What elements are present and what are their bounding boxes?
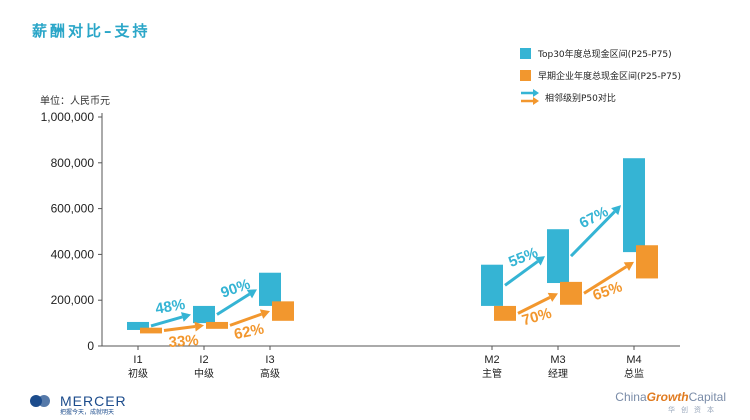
legend-label-early: 早期企业年度总现金区间(P25-P75)	[538, 71, 682, 82]
x-tick-sublabel: 高级	[260, 367, 280, 380]
bar-top30	[547, 229, 569, 284]
legend-item-arrow: 相邻级别P50对比	[520, 86, 745, 108]
arrowhead-early	[623, 261, 634, 271]
x-tick-label: I3	[265, 354, 274, 366]
cgc-logo-prefix: China	[615, 390, 647, 404]
x-tick-sublabel: 中级	[194, 367, 214, 380]
page-title: 薪酬对比–支持	[32, 22, 151, 40]
cgc-logo-suffix: Capital	[688, 390, 726, 404]
arrow-early	[517, 296, 551, 315]
x-tick-label: I2	[199, 354, 208, 366]
legend-swatch-early	[520, 69, 531, 81]
legend-item-early: 早期企业年度总现金区间(P25-P75)	[520, 64, 745, 86]
arrow-early	[229, 312, 263, 327]
arrowhead-top30	[180, 312, 191, 322]
x-tick-label: M4	[626, 354, 641, 366]
arrow-label: 62%	[233, 320, 266, 343]
x-tick-sublabel: 经理	[548, 367, 568, 380]
arrow-label: 33%	[168, 332, 199, 351]
x-tick-sublabel: 总监	[624, 367, 644, 380]
bar-early	[140, 327, 162, 334]
arrowhead-top30	[534, 256, 545, 266]
x-tick-label: M3	[550, 354, 565, 366]
unit-label: 单位：人民币元	[40, 96, 110, 107]
arrow-label: 90%	[219, 276, 253, 302]
bar-top30	[481, 264, 503, 306]
arrowhead-top30	[246, 289, 257, 299]
arrow-top30	[504, 260, 539, 287]
legend-swatch-top30	[520, 47, 531, 59]
arrow-early	[163, 325, 196, 333]
bar-early	[272, 301, 294, 321]
arrow-label: 67%	[577, 203, 611, 232]
mercer-logo-text: MERCER	[60, 393, 127, 409]
bar-top30	[623, 158, 645, 253]
bar-top30	[193, 305, 215, 324]
cgc-logo-sub: 华创资本	[668, 406, 720, 414]
x-tick-sublabel: 主管	[482, 367, 502, 380]
legend-arrows-icon	[521, 89, 539, 105]
legend-label-arrow: 相邻级别P50对比	[545, 93, 616, 104]
bar-top30	[127, 321, 149, 330]
legend-label-top30: Top30年度总现金区间(P25-P75)	[538, 49, 672, 60]
bar-early	[206, 321, 228, 329]
arrow-label: 55%	[506, 244, 540, 271]
x-tick-label: M2	[484, 354, 499, 366]
bar-early	[636, 245, 658, 279]
arrowhead-top30	[611, 205, 621, 216]
mercer-tagline: 把握今天，成就明天	[60, 409, 115, 416]
y-tick-label: 1,000,000	[41, 110, 95, 124]
arrow-top30	[216, 292, 251, 316]
cgc-logo: ChinaGrowthCapital	[615, 390, 726, 404]
y-tick-label: 600,000	[51, 202, 95, 216]
x-tick-label: I1	[133, 354, 142, 366]
bar-early	[494, 305, 516, 321]
cgc-logo-mid: Growth	[646, 390, 689, 404]
arrowhead-early	[194, 321, 204, 332]
arrow-early	[583, 265, 628, 295]
y-tick-label: 0	[87, 339, 94, 353]
y-tick-label: 200,000	[51, 293, 95, 307]
legend: Top30年度总现金区间(P25-P75) 早期企业年度总现金区间(P25-P7…	[520, 42, 745, 108]
y-tick-label: 400,000	[51, 247, 95, 261]
x-tick-sublabel: 初级	[128, 367, 148, 380]
mercer-mark-icon	[30, 395, 54, 407]
y-tick-label: 800,000	[51, 156, 95, 170]
arrowhead-early	[259, 309, 270, 319]
arrowhead-early	[547, 292, 558, 302]
arrow-label: 65%	[591, 278, 625, 304]
bar-top30	[259, 272, 281, 306]
bar-early	[560, 281, 582, 305]
mercer-logo: MERCER	[30, 393, 127, 409]
arrow-top30	[569, 210, 616, 258]
legend-item-top30: Top30年度总现金区间(P25-P75)	[520, 42, 745, 64]
arrow-top30	[150, 315, 183, 328]
arrow-label: 48%	[154, 296, 186, 318]
